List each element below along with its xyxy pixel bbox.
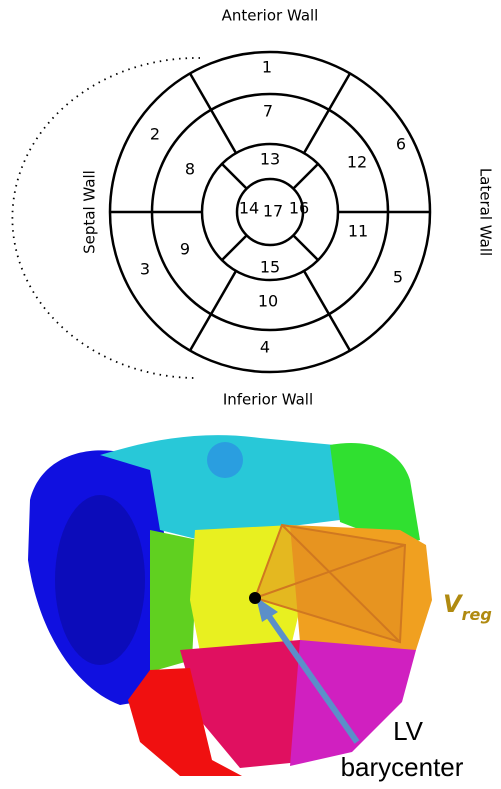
divider [302,109,331,154]
segment-label: 1 [262,58,272,77]
segment-label: 5 [393,268,403,287]
region-cyan-knob [207,442,243,478]
volume-sub: reg [462,605,492,624]
segment-label: 13 [260,150,280,169]
segment-label: 10 [258,292,278,311]
region-cyan [100,435,340,540]
volume-main: V [443,590,464,618]
divider [209,109,238,154]
segment-label: 6 [396,135,406,154]
apex-ring [235,177,305,247]
heart-render: Vreg LV barycenter [28,435,492,782]
divider [221,163,248,190]
divider [292,234,319,261]
divider [188,72,213,111]
segment-label: 2 [150,125,160,144]
divider [302,270,331,315]
divider [292,163,319,190]
volume-edges [254,524,406,643]
segment-label: 16 [289,199,309,218]
segment-label: 11 [348,222,368,241]
divider [327,72,352,111]
divider [221,234,248,261]
segment-label: 3 [140,260,150,279]
segment-label: 15 [260,258,280,277]
wall-label: Anterior Wall [222,7,319,25]
barycenter-dot [249,592,261,604]
divider [188,313,213,352]
segment-label: 8 [185,160,195,179]
segment-label: 9 [180,240,190,259]
segment-label: 17 [263,202,283,221]
barycenter-label: LV [393,716,424,746]
arrow-head [256,597,278,622]
region-magenta [290,640,416,766]
wall-label: Lateral Wall [477,168,495,256]
arrow-shaft [263,610,360,744]
divider [209,270,238,315]
region-green-left [150,530,198,672]
dotted-arc [11,57,201,379]
segment-label: 7 [263,102,273,121]
volume-label: Vreg [443,590,492,624]
wall-label: Septal Wall [81,170,99,254]
bullseye: Anterior Wall Inferior Wall Septal Wall … [11,7,495,409]
dividers [110,72,430,352]
region-red [128,668,242,776]
segment-label: 14 [239,199,259,218]
cavity [55,495,145,665]
segment-label: 12 [347,153,367,172]
barycenter-label: barycenter [341,752,464,782]
divider [327,313,352,352]
edge [281,524,401,643]
wall-label: Inferior Wall [223,391,313,409]
segment-label: 4 [260,338,270,357]
region-green [330,443,420,545]
